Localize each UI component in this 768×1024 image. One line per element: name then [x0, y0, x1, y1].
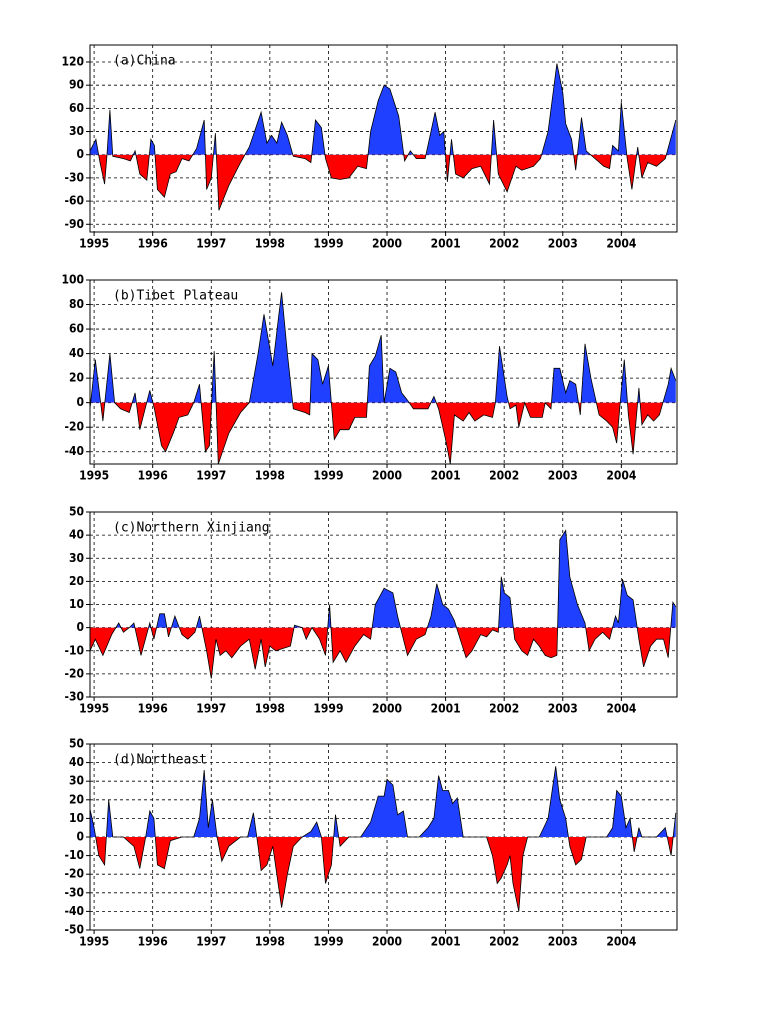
- panel-title: (a)China: [113, 54, 176, 69]
- x-tick-label: 2003: [548, 702, 578, 716]
- y-tick-label: -30: [64, 170, 84, 184]
- y-tick-label: -60: [64, 194, 84, 208]
- x-tick-label: 2002: [489, 702, 519, 716]
- x-tick-label: 2000: [372, 702, 402, 716]
- negative-area: [98, 154, 667, 211]
- x-tick-label: 1999: [313, 702, 343, 716]
- x-tick-label: 1998: [255, 702, 285, 716]
- y-tick-label: 0: [76, 147, 84, 161]
- x-tick-label: 2000: [372, 469, 402, 483]
- y-tick-label: -50: [64, 923, 84, 937]
- x-tick-label: 2003: [548, 469, 578, 483]
- y-tick-label: 10: [69, 811, 84, 825]
- x-tick-label: 1997: [196, 469, 226, 483]
- x-tick-label: 1995: [79, 237, 109, 251]
- y-tick-label: 60: [69, 322, 84, 336]
- y-tick-label: -90: [64, 217, 84, 231]
- y-tick-label: 120: [61, 55, 84, 69]
- y-tick-label: 100: [61, 273, 84, 287]
- y-tick-label: 20: [69, 574, 84, 588]
- panel-title: (d)Northeast: [113, 753, 207, 768]
- y-tick-label: 20: [69, 371, 84, 385]
- negative-area: [90, 627, 676, 679]
- positive-area: [90, 530, 676, 628]
- x-tick-label: 1999: [313, 237, 343, 251]
- x-tick-label: 1996: [138, 237, 168, 251]
- y-tick-label: 0: [76, 395, 84, 409]
- x-tick-label: 1995: [79, 702, 109, 716]
- x-tick-label: 1996: [138, 702, 168, 716]
- y-tick-label: 40: [69, 346, 84, 360]
- plot-frame: [89, 44, 678, 233]
- y-tick-label: -10: [64, 643, 84, 657]
- x-tick-label: 1998: [255, 935, 285, 949]
- x-tick-label: 1998: [255, 469, 285, 483]
- y-tick-label: -30: [64, 690, 84, 704]
- y-tick-label: 80: [69, 297, 84, 311]
- series-line: [89, 766, 677, 912]
- negative-area: [90, 837, 676, 912]
- y-tick-label: -20: [64, 666, 84, 680]
- y-tick-label: -40: [64, 444, 84, 458]
- x-tick-label: 1999: [313, 935, 343, 949]
- y-tick-label: 60: [69, 101, 84, 115]
- y-tick-label: -40: [64, 904, 84, 918]
- x-tick-label: 2000: [372, 935, 402, 949]
- x-tick-label: 1996: [138, 469, 168, 483]
- negative-area: [90, 402, 676, 464]
- y-tick-label: 30: [69, 124, 84, 138]
- x-tick-label: 1998: [255, 237, 285, 251]
- x-tick-label: 2004: [606, 935, 637, 949]
- x-tick-label: 2001: [431, 237, 461, 251]
- y-tick-label: 50: [69, 737, 84, 751]
- x-tick-label: 1999: [313, 469, 343, 483]
- series-line: [89, 529, 677, 679]
- y-tick-label: 10: [69, 597, 84, 611]
- x-tick-label: 2002: [489, 469, 519, 483]
- x-tick-label: 2001: [431, 702, 461, 716]
- x-tick-label: 1997: [196, 702, 226, 716]
- positive-area: [90, 766, 676, 837]
- panel-title: (b)Tibet Plateau: [113, 289, 238, 304]
- series-line: [89, 63, 677, 211]
- y-tick-label: 50: [69, 505, 84, 519]
- y-tick-label: 40: [69, 755, 84, 769]
- x-tick-label: 2002: [489, 237, 519, 251]
- x-tick-label: 2003: [548, 237, 578, 251]
- x-tick-label: 2003: [548, 935, 578, 949]
- x-tick-label: 1997: [196, 237, 226, 251]
- x-tick-label: 2001: [431, 935, 461, 949]
- plot-frame: [89, 743, 678, 931]
- y-tick-label: -20: [64, 867, 84, 881]
- x-tick-label: 2000: [372, 237, 402, 251]
- y-tick-label: 20: [69, 792, 84, 806]
- y-tick-label: -30: [64, 885, 84, 899]
- y-tick-label: -10: [64, 848, 84, 862]
- x-tick-label: 1995: [79, 935, 109, 949]
- x-tick-label: 1995: [79, 469, 109, 483]
- series-line: [89, 292, 677, 465]
- y-tick-label: -20: [64, 420, 84, 434]
- x-tick-label: 2001: [431, 469, 461, 483]
- x-tick-label: 1997: [196, 935, 226, 949]
- x-tick-label: 2004: [606, 237, 637, 251]
- y-tick-label: 0: [76, 620, 84, 634]
- y-tick-label: 40: [69, 528, 84, 542]
- x-tick-label: 2002: [489, 935, 519, 949]
- y-tick-label: 90: [69, 78, 84, 92]
- y-tick-label: 0: [76, 830, 84, 844]
- y-tick-label: 30: [69, 774, 84, 788]
- plot-frame: [89, 511, 678, 698]
- x-tick-label: 2004: [606, 469, 637, 483]
- x-tick-label: 1996: [138, 935, 168, 949]
- positive-area: [90, 63, 676, 155]
- x-tick-label: 2004: [606, 702, 637, 716]
- panel-title: (c)Northern Xinjiang: [113, 521, 270, 536]
- plot-frame: [89, 279, 678, 465]
- y-tick-label: 30: [69, 551, 84, 565]
